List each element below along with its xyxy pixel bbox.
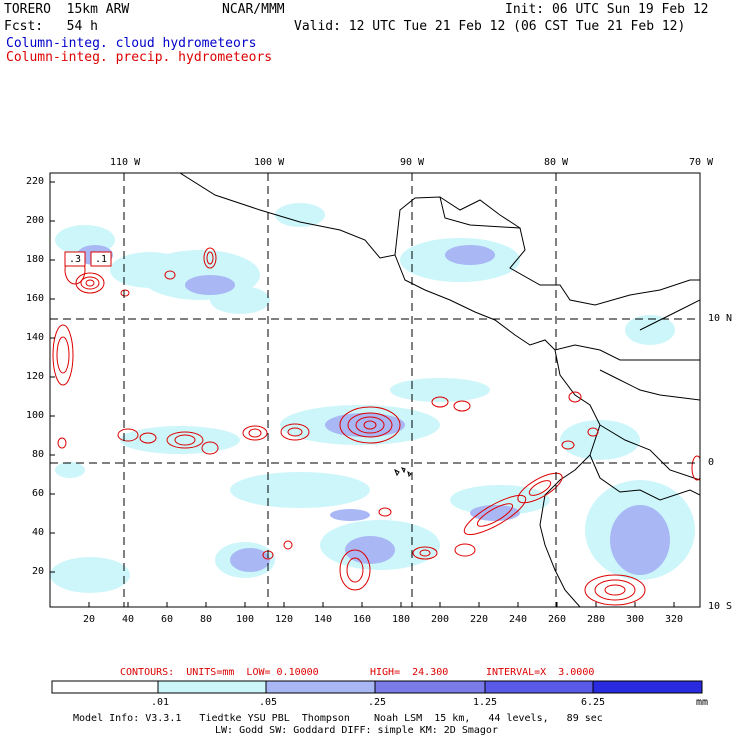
lon-label-70w: 70 W <box>689 157 714 168</box>
y-label: 80 <box>32 449 45 460</box>
contour-label-box-2 <box>90 251 112 267</box>
y-label: 20 <box>32 566 45 577</box>
colorbar-tick: .01 <box>151 697 170 708</box>
axis-ticks <box>50 181 675 607</box>
x-label: 320 <box>665 614 684 625</box>
lat-label-10s: 10 S <box>708 601 733 612</box>
contour-label-1: .3 <box>69 254 82 265</box>
legend-cloud: Column-integ. cloud hydrometeors <box>6 36 257 51</box>
contour-units: CONTOURS: UNITS=mm LOW= 0.10000 <box>120 667 319 678</box>
y-label: 160 <box>26 293 45 304</box>
y-label: 120 <box>26 371 45 382</box>
plot-frame <box>49 172 701 608</box>
x-label: 260 <box>548 614 567 625</box>
colorbar-tick: .25 <box>368 697 387 708</box>
lat-lon-grid <box>50 173 700 607</box>
lat-label-10n: 10 N <box>708 313 733 324</box>
y-label: 200 <box>26 215 45 226</box>
x-label: 220 <box>470 614 489 625</box>
x-label: 200 <box>431 614 450 625</box>
x-label: 100 <box>236 614 255 625</box>
coastline <box>179 173 700 607</box>
lon-label-100w: 100 W <box>254 157 285 168</box>
lat-label-0: 0 <box>708 457 715 468</box>
colorbar-tick: 1.25 <box>473 697 498 708</box>
x-label: 160 <box>353 614 372 625</box>
lon-label-80w: 80 W <box>544 157 569 168</box>
y-label: 40 <box>32 527 45 538</box>
contour-label-box-1 <box>64 251 86 267</box>
model-info-line2: LW: Godd SW: Goddard DIFF: simple KM: 2D… <box>215 725 498 736</box>
colorbar-tick: 6.25 <box>581 697 606 708</box>
forecast-hour: Fcst: 54 h <box>4 19 98 34</box>
legend-precip: Column-integ. precip. hydrometeors <box>6 50 273 65</box>
x-label: 120 <box>275 614 294 625</box>
y-label: 100 <box>26 410 45 421</box>
contour-label-2: .1 <box>95 254 108 265</box>
precip-contours <box>52 247 700 606</box>
valid-time: Valid: 12 UTC Tue 21 Feb 12 (06 CST Tue … <box>294 19 686 34</box>
y-label: 180 <box>26 254 45 265</box>
x-label: 180 <box>392 614 411 625</box>
x-label: 280 <box>587 614 606 625</box>
x-label: 140 <box>314 614 333 625</box>
cloud-shading-mid <box>77 245 670 575</box>
colorbar-unit: mm <box>696 697 709 708</box>
contour-interval: INTERVAL=X 3.0000 <box>486 667 595 678</box>
model-title: TORERO 15km ARW <box>4 2 130 17</box>
y-label: 60 <box>32 488 45 499</box>
x-label: 300 <box>626 614 645 625</box>
org-label: NCAR/MMM <box>222 2 285 17</box>
colorbar <box>51 680 703 694</box>
model-info-line1: Model Info: V3.3.1 Tiedtke YSU PBL Thomp… <box>73 713 603 724</box>
x-label: 20 <box>83 614 96 625</box>
y-label: 140 <box>26 332 45 343</box>
x-label: 40 <box>122 614 135 625</box>
y-label: 220 <box>26 176 45 187</box>
lon-label-110w: 110 W <box>110 157 141 168</box>
x-label: 80 <box>200 614 213 625</box>
cloud-shading <box>50 203 695 593</box>
contour-high: HIGH= 24.300 <box>370 667 449 678</box>
lon-label-90w: 90 W <box>400 157 425 168</box>
colorbar-tick: .05 <box>259 697 278 708</box>
init-time: Init: 06 UTC Sun 19 Feb 12 <box>505 2 709 17</box>
x-label: 240 <box>509 614 528 625</box>
x-label: 60 <box>161 614 174 625</box>
